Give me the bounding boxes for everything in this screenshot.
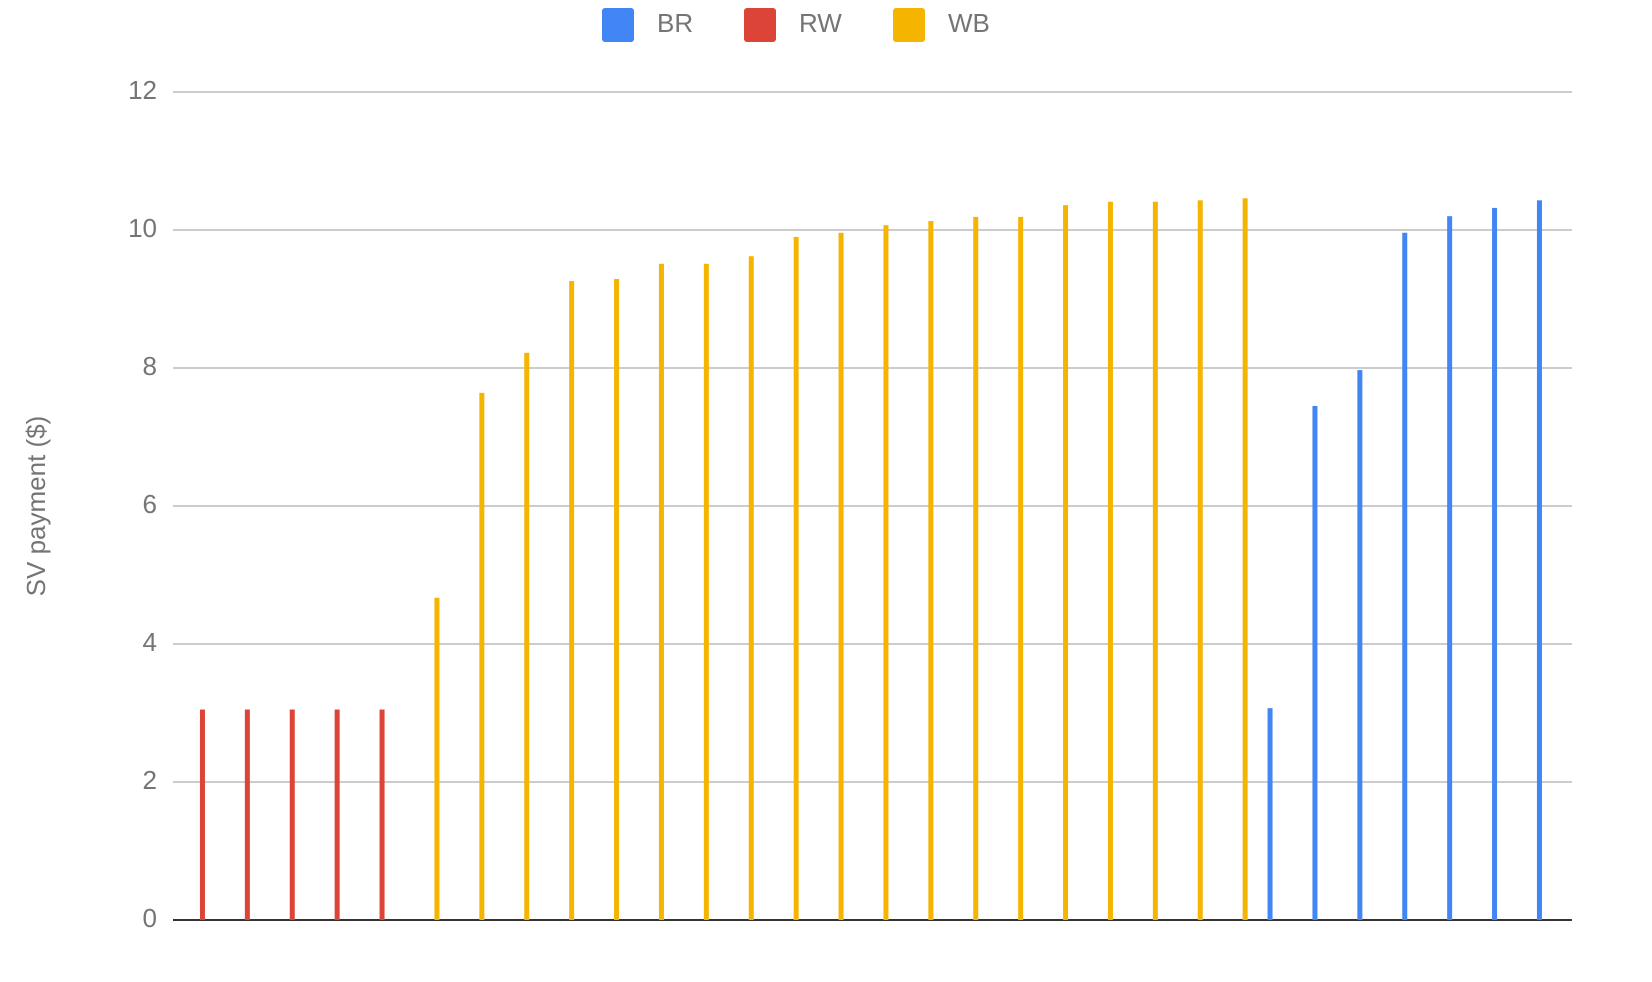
bar <box>793 236 799 920</box>
bar <box>569 281 575 920</box>
bar <box>883 225 889 921</box>
bar <box>1402 232 1408 920</box>
bar <box>1242 198 1248 920</box>
y-axis-label: SV payment ($) <box>21 416 51 597</box>
bar <box>524 352 530 920</box>
bar <box>614 278 620 920</box>
legend-swatch <box>893 8 925 42</box>
bar <box>434 597 440 920</box>
bar <box>1197 200 1203 920</box>
legend-label: WB <box>948 8 990 38</box>
bar <box>748 256 754 921</box>
y-tick-label: 0 <box>143 903 157 933</box>
bar <box>479 392 485 921</box>
bar <box>1492 207 1498 921</box>
bar <box>703 263 709 920</box>
bar <box>1447 216 1453 920</box>
y-tick-label: 8 <box>143 351 157 381</box>
bar <box>973 216 979 920</box>
legend-label: BR <box>657 8 693 38</box>
y-tick-label: 6 <box>143 489 157 519</box>
bar <box>1357 370 1363 920</box>
bar <box>199 709 205 920</box>
bar <box>1536 200 1542 920</box>
legend-label: RW <box>799 8 842 38</box>
bar <box>658 263 664 920</box>
bar <box>1018 216 1024 920</box>
bar <box>1312 405 1318 920</box>
bar <box>928 221 934 920</box>
bar <box>1267 708 1273 920</box>
bar <box>334 709 340 920</box>
bar <box>1107 201 1113 920</box>
bar <box>1152 201 1158 920</box>
y-tick-label: 2 <box>143 765 157 795</box>
bar <box>244 709 250 920</box>
bar <box>1063 205 1069 920</box>
y-tick-label: 12 <box>128 75 157 105</box>
legend-swatch <box>602 8 634 42</box>
legend-swatch <box>744 8 776 42</box>
y-tick-label: 10 <box>128 213 157 243</box>
bar <box>289 709 295 920</box>
bar <box>379 709 385 920</box>
y-tick-label: 4 <box>143 627 157 657</box>
bar <box>838 232 844 920</box>
